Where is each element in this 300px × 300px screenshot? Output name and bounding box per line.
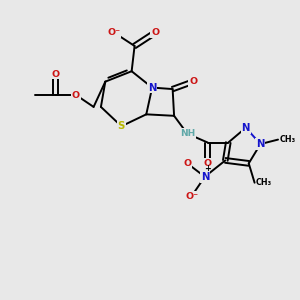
Text: O: O [72, 91, 80, 100]
Text: O⁻: O⁻ [185, 192, 198, 201]
Text: O: O [204, 159, 212, 168]
Text: S: S [118, 121, 125, 131]
Text: O: O [151, 28, 159, 37]
Text: CH₃: CH₃ [280, 135, 296, 144]
Text: O: O [183, 159, 191, 168]
Text: O: O [189, 77, 197, 86]
Text: N: N [148, 82, 156, 93]
Text: N: N [242, 123, 250, 133]
Text: O: O [52, 70, 60, 79]
Text: CH₃: CH₃ [256, 178, 272, 187]
Text: O⁻: O⁻ [107, 28, 121, 37]
Text: N: N [201, 172, 209, 182]
Text: NH: NH [180, 129, 195, 138]
Text: N: N [256, 139, 265, 149]
Text: +: + [204, 164, 211, 173]
